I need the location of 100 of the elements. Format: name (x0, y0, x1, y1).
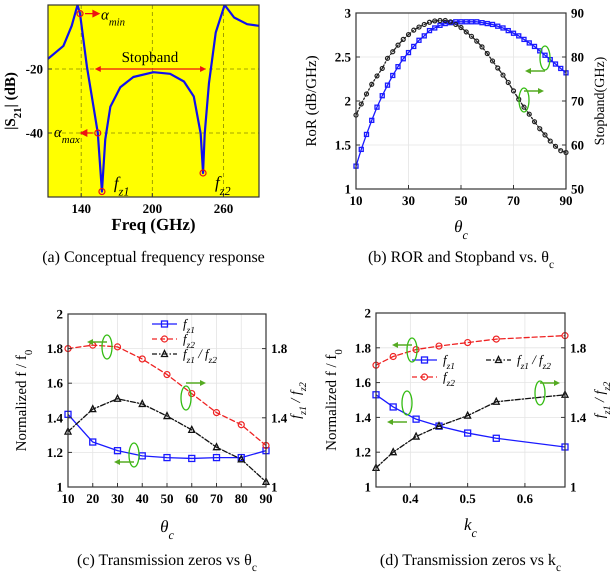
point (426, 20, 432, 25)
x-tick-label: 0.4 (402, 491, 419, 506)
point (262, 478, 270, 485)
y-tick-label: 1.4 (354, 410, 372, 425)
y2-tick-label: 1 (271, 480, 278, 494)
point (163, 412, 171, 420)
point (412, 432, 420, 440)
point (458, 19, 464, 24)
point (516, 33, 522, 39)
point (437, 22, 443, 28)
point (76, 10, 84, 18)
y2-tick-label: 70 (571, 94, 584, 108)
y-tick-label: 1.6 (46, 376, 64, 391)
x-tick-label: 0.6 (516, 491, 534, 506)
x-tick-label: 70 (507, 193, 520, 208)
point (490, 58, 496, 64)
point (426, 28, 432, 34)
point (492, 434, 500, 442)
x-tick-label: 10 (62, 491, 74, 506)
point (510, 30, 516, 36)
point (372, 464, 380, 472)
x-tick-label: 50 (454, 193, 468, 208)
point (384, 82, 390, 88)
legend-label: f$_{z2}$ (443, 369, 456, 389)
point (442, 18, 448, 24)
y2-tick-label: 90 (571, 6, 584, 20)
annotation: α$_{min}$ (101, 8, 126, 29)
point (138, 452, 146, 460)
y-tick-label: 2 (344, 94, 351, 108)
point (464, 29, 469, 35)
point (114, 394, 122, 402)
point (163, 370, 171, 378)
point (561, 332, 569, 340)
point (506, 80, 511, 86)
y2-tick-label: 1 (570, 480, 576, 494)
y-tick-label: 3 (344, 6, 352, 20)
text: (a) Conceptual frequency response (42, 249, 265, 266)
point (138, 355, 146, 363)
point (412, 415, 420, 423)
x-tick-label: 30 (402, 193, 415, 208)
y2-axis-title: Stopband(GHz) (593, 56, 608, 146)
point (435, 342, 443, 350)
point (390, 352, 397, 360)
point (188, 390, 196, 398)
point (400, 36, 406, 42)
y2-tick-label: 1.8 (271, 341, 288, 356)
y-tick-label: 1.5 (334, 138, 352, 152)
y-tick-label: 1.8 (46, 341, 64, 356)
annotation: f$_{z1}$ (114, 174, 130, 199)
point (411, 44, 416, 50)
point (390, 403, 397, 411)
point (537, 48, 542, 54)
point (406, 32, 412, 38)
y-tick-label: 2.5 (334, 50, 352, 64)
point (558, 148, 564, 154)
point (506, 28, 511, 34)
x-tick-label: 60 (185, 491, 198, 506)
point (199, 169, 207, 177)
point (416, 38, 422, 43)
point (526, 112, 532, 117)
y-axis-title: RoR (dB/GHz) (304, 55, 320, 147)
point (94, 129, 102, 137)
point (474, 19, 480, 24)
point (532, 119, 538, 124)
point (422, 22, 427, 28)
point (495, 65, 500, 71)
point (561, 390, 569, 398)
point (262, 442, 270, 450)
point (98, 188, 106, 196)
point (212, 409, 220, 416)
point (374, 104, 380, 110)
point (422, 33, 427, 39)
point (432, 25, 438, 31)
x-tick-label: 30 (111, 491, 124, 506)
point (548, 56, 553, 62)
y-tick-label: -20 (26, 62, 43, 76)
point (64, 345, 72, 352)
y-tick-label: 1.4 (46, 410, 64, 426)
point (495, 24, 500, 29)
x-axis-title: θ$_{c}$ (454, 217, 468, 242)
point (516, 96, 522, 102)
point (558, 66, 564, 72)
y-tick-label: 1.6 (354, 375, 372, 390)
point (406, 50, 412, 56)
point (364, 91, 370, 97)
x-tick-label: 50 (160, 491, 174, 506)
x-axis-title: Freq (GHz) (111, 215, 196, 234)
y-tick-label: 1.8 (354, 340, 372, 356)
point (552, 144, 558, 149)
point (163, 454, 171, 462)
y2-tick-label: 50 (571, 182, 584, 196)
point (561, 443, 569, 451)
x-axis-title: θ$_{c}$ (160, 517, 174, 542)
point (484, 50, 490, 56)
y-tick-label: 1.2 (354, 444, 371, 460)
point (490, 22, 496, 28)
point (395, 42, 401, 48)
x-tick-label: 200 (142, 201, 162, 216)
point (188, 426, 196, 434)
annotation: f$_{z2}$ (215, 173, 231, 198)
